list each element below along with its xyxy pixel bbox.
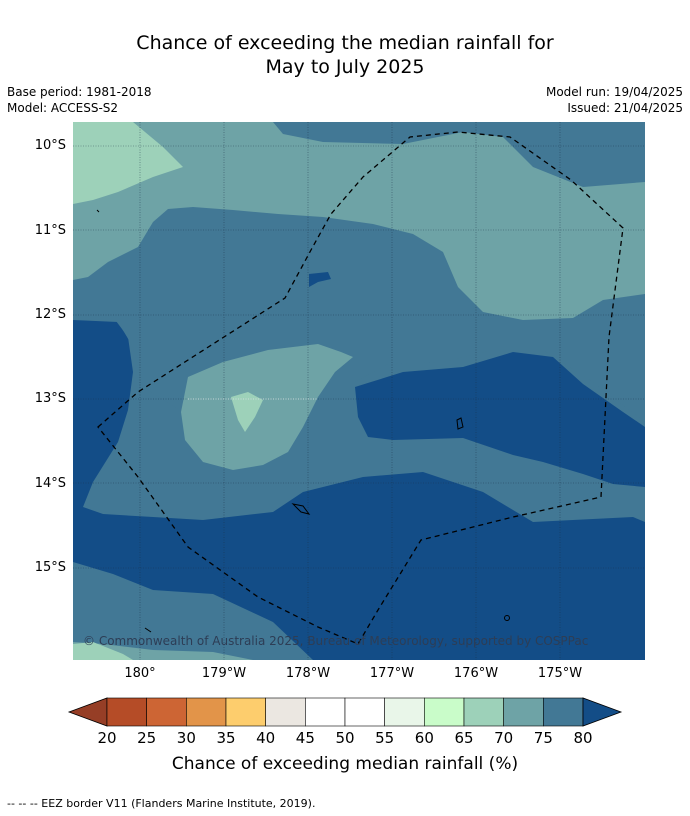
colorbar xyxy=(67,697,623,727)
lon-label-177w: 177°W xyxy=(369,666,415,681)
model-name: Model: ACCESS-S2 xyxy=(7,101,119,115)
colorbar-tick-label: 70 xyxy=(494,729,514,747)
band-75-80-patch xyxy=(309,272,331,287)
model-run: Model run: 19/04/2025 xyxy=(545,85,683,99)
lon-label-180: 180° xyxy=(124,666,156,681)
colorbar-segment xyxy=(106,697,147,727)
colorbar-tick-label: 75 xyxy=(533,729,553,747)
colorbar-tick-label: 50 xyxy=(335,729,355,747)
copyright-notice: © Commonwealth of Australia 2025, Bureau… xyxy=(83,634,589,648)
lat-label-11s: 11°S xyxy=(34,223,66,238)
map-svg xyxy=(73,122,645,660)
lon-label-176w: 176°W xyxy=(453,666,499,681)
colorbar-under-arrow xyxy=(67,697,108,727)
islands xyxy=(96,209,510,633)
lon-label-178w: 178°W xyxy=(285,666,331,681)
band-60-65-central xyxy=(231,392,263,432)
colorbar-tick-label: 60 xyxy=(414,729,434,747)
rainfall-map: © Commonwealth of Australia 2025, Bureau… xyxy=(73,122,645,660)
colorbar-segment xyxy=(503,697,544,727)
lat-label-15s: 15°S xyxy=(34,560,66,575)
lat-label-12s: 12°S xyxy=(34,307,66,322)
colorbar-segment xyxy=(463,697,504,727)
island-small xyxy=(504,615,510,621)
colorbar-segment xyxy=(543,697,584,727)
colorbar-tick-label: 80 xyxy=(573,729,593,747)
colorbar-segment xyxy=(424,697,465,727)
eez-border xyxy=(97,131,624,645)
lat-label-13s: 13°S xyxy=(34,391,66,406)
island-south xyxy=(291,503,311,515)
lon-label-179w: 179°W xyxy=(201,666,247,681)
band-60-65-sw xyxy=(73,642,133,660)
map-title-line1: Chance of exceeding the median rainfall … xyxy=(136,32,554,54)
band-60-65-nw xyxy=(73,122,183,204)
colorbar-tick-label: 65 xyxy=(454,729,474,747)
band-75-80-east xyxy=(355,352,645,487)
colorbar-tick-label: 40 xyxy=(256,729,276,747)
lat-label-14s: 14°S xyxy=(34,476,66,491)
lon-label-175w: 175°W xyxy=(537,666,583,681)
band-65-70-north xyxy=(73,122,645,320)
colorbar-segment xyxy=(186,697,227,727)
colorbar-label: Chance of exceeding median rainfall (%) xyxy=(171,754,519,774)
colorbar-segment xyxy=(265,697,306,727)
colorbar-tick-label: 55 xyxy=(375,729,395,747)
issued-date: Issued: 21/04/2025 xyxy=(567,101,683,115)
colorbar-tick-label: 20 xyxy=(97,729,117,747)
colorbar-over-arrow xyxy=(582,697,623,727)
eez-footnote: -- -- -- EEZ border V11 (Flanders Marine… xyxy=(7,797,316,810)
band-70-75-south xyxy=(73,562,313,660)
colorbar-segment xyxy=(344,697,385,727)
colorbar-tick-label: 30 xyxy=(176,729,196,747)
island-east xyxy=(456,417,464,430)
graticule xyxy=(73,122,645,660)
colorbar-segment xyxy=(146,697,187,727)
colorbar-tick-label: 35 xyxy=(216,729,236,747)
lat-label-10s: 10°S xyxy=(34,138,66,153)
colorbar-segment xyxy=(225,697,266,727)
island-nw xyxy=(96,209,100,213)
colorbar-segment xyxy=(305,697,346,727)
map-title-line2: May to July 2025 xyxy=(265,56,425,78)
colorbar-tick-label: 45 xyxy=(295,729,315,747)
colorbar-tick-label: 25 xyxy=(137,729,157,747)
island-sw xyxy=(144,627,152,633)
colorbar-segment xyxy=(384,697,425,727)
base-period: Base period: 1981-2018 xyxy=(7,85,152,99)
